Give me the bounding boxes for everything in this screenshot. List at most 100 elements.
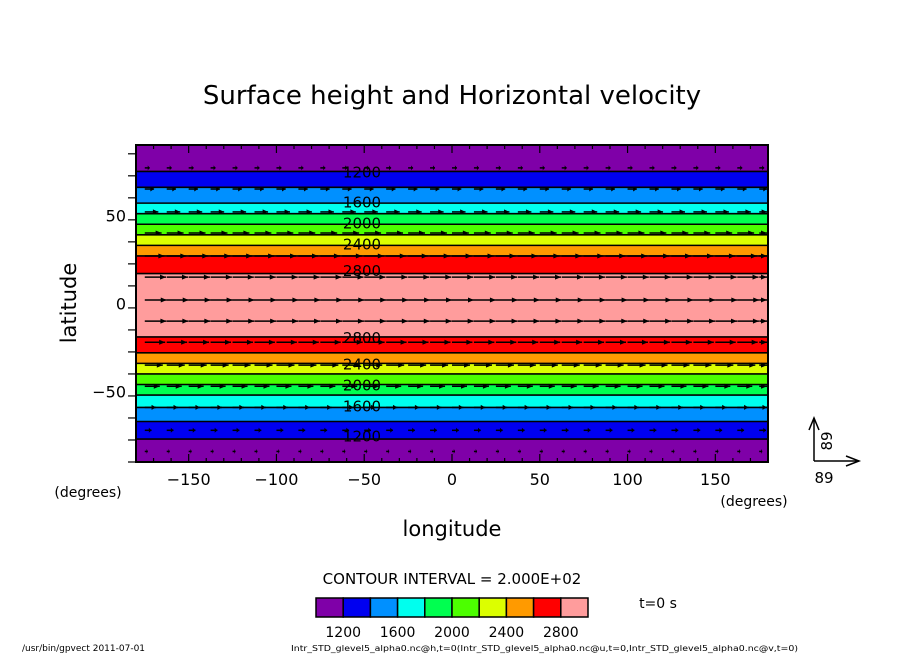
velocity-vector-head <box>153 383 160 389</box>
velocity-vector-head <box>555 274 562 280</box>
velocity-vector-head <box>569 209 576 215</box>
velocity-vector-head <box>355 253 362 259</box>
velocity-vector-head <box>595 362 602 368</box>
velocity-vector-head <box>555 318 562 324</box>
velocity-vector-head <box>375 230 382 236</box>
velocity-vector-head <box>511 274 518 280</box>
velocity-vector-head <box>762 404 767 410</box>
velocity-vector-head <box>191 165 194 171</box>
velocity-vector-head <box>270 318 277 324</box>
velocity-vector-head <box>555 297 562 303</box>
velocity-vector-head <box>377 253 384 259</box>
velocity-vector-head <box>570 383 577 389</box>
velocity-vector-head <box>367 165 370 171</box>
velocity-vector-head <box>665 297 672 303</box>
velocity-vector-head <box>597 253 604 259</box>
velocity-vector-head <box>351 383 358 389</box>
velocity-vector-head <box>190 448 192 454</box>
velocity-vector-head <box>709 297 716 303</box>
contour-label: 1600 <box>343 193 381 211</box>
y-units-label: (degrees) <box>54 485 121 501</box>
velocity-vector-head <box>484 230 491 236</box>
height-band <box>136 224 768 235</box>
velocity-vector-head <box>380 297 387 303</box>
velocity-vector-head <box>371 404 376 410</box>
velocity-vector-head <box>498 165 501 171</box>
velocity-vector-head <box>241 383 248 389</box>
velocity-vector-head <box>409 448 412 454</box>
velocity-vector-head <box>462 230 469 236</box>
velocity-vector-head <box>333 253 340 259</box>
velocity-vector-head <box>489 297 496 303</box>
velocity-vector-head <box>639 362 646 368</box>
velocity-vector-head <box>553 253 560 259</box>
velocity-vector-head <box>175 383 182 389</box>
velocity-vector-head <box>520 165 523 171</box>
velocity-vector-head <box>680 383 687 389</box>
velocity-vector-head <box>687 318 694 324</box>
velocity-vector-head <box>467 274 474 280</box>
velocity-vector-head <box>586 165 589 171</box>
velocity-vector-head <box>398 362 405 368</box>
velocity-vector-head <box>467 318 474 324</box>
velocity-vector-head <box>641 339 648 345</box>
velocity-vector-head <box>310 362 317 368</box>
velocity-vector-head <box>248 297 255 303</box>
height-band <box>136 373 768 385</box>
velocity-vector-head <box>263 383 270 389</box>
velocity-vector-head <box>504 209 510 215</box>
velocity-vector-head <box>334 339 341 345</box>
velocity-vector-head <box>696 165 699 171</box>
velocity-vector-head <box>305 404 310 410</box>
height-band <box>136 213 768 225</box>
velocity-vector-head <box>683 362 690 368</box>
velocity-vector-head <box>285 383 292 389</box>
velocity-vector-head <box>717 448 719 454</box>
colorbar-tick-label: 2000 <box>434 625 470 641</box>
velocity-vector-head <box>591 209 598 215</box>
y-tick-label: 50 <box>106 206 126 225</box>
velocity-vector-head <box>458 404 464 410</box>
velocity-vector-head <box>489 318 496 324</box>
colorbar-swatch <box>560 597 589 618</box>
velocity-vector-head <box>594 230 601 236</box>
velocity-vector-head <box>325 186 330 192</box>
height-band <box>136 171 768 188</box>
velocity-vector-head <box>575 253 582 259</box>
velocity-vector-head <box>543 427 547 433</box>
velocity-vector-head <box>585 448 587 454</box>
velocity-vector-head <box>216 186 220 192</box>
x-tick-label: −50 <box>347 470 381 489</box>
velocity-vector-head <box>438 209 444 215</box>
velocity-vector-head <box>288 362 295 368</box>
velocity-vector-head <box>353 230 360 236</box>
velocity-vector-head <box>423 318 430 324</box>
colorbar-tick-label: 2400 <box>489 625 525 641</box>
velocity-vector-head <box>443 253 450 259</box>
velocity-vector-head <box>502 404 508 410</box>
velocity-vector-head <box>761 253 767 259</box>
velocity-vector-head <box>507 362 514 368</box>
velocity-vector-head <box>741 427 745 433</box>
velocity-vector-head <box>256 448 258 454</box>
velocity-vector-head <box>475 448 477 454</box>
velocity-vector-head <box>150 186 155 192</box>
velocity-vector-head <box>599 297 606 303</box>
x-tick-label: 50 <box>530 470 550 489</box>
velocity-vector-head <box>152 209 159 215</box>
velocity-vector-head <box>196 209 203 215</box>
velocity-vector-head <box>663 253 670 259</box>
velocity-vector-head <box>526 383 533 389</box>
y-tick-labels: 50 0 −50 <box>92 206 126 401</box>
colorbar-swatch <box>342 597 372 618</box>
velocity-vector-head <box>372 209 378 215</box>
contour-interval-text: CONTOUR INTERVAL = 2.000E+02 <box>323 570 582 588</box>
velocity-vector-head <box>621 318 628 324</box>
velocity-vector-head <box>248 318 255 324</box>
contour-label: 2800 <box>343 329 381 347</box>
velocity-vector-head <box>347 186 352 192</box>
velocity-vector-head <box>357 274 364 280</box>
velocity-vector-head <box>278 448 280 454</box>
velocity-vector-head <box>420 362 427 368</box>
velocity-vector-head <box>761 448 763 454</box>
